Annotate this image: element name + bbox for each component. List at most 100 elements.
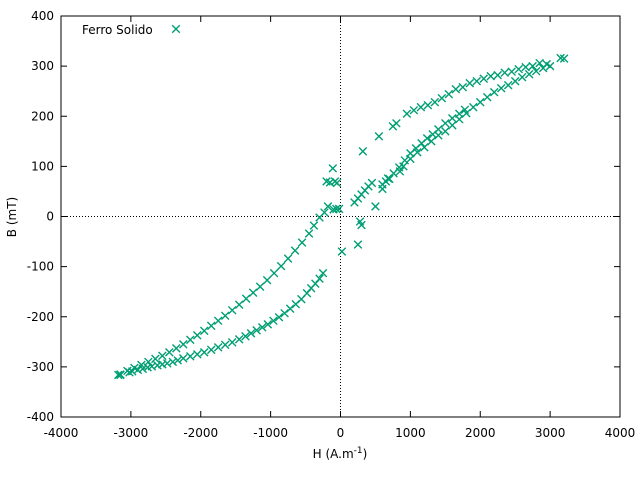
x-tick-label: -1000: [253, 426, 288, 440]
data-point: [192, 331, 202, 340]
data-point: [392, 118, 401, 128]
data-point: [285, 304, 295, 314]
data-point: [332, 178, 342, 188]
data-point: [329, 205, 338, 214]
data-point: [315, 274, 324, 283]
data-point: [199, 348, 209, 357]
data-point: [269, 268, 279, 278]
legend-marker: [171, 24, 181, 34]
data-point: [262, 275, 272, 285]
data-point: [517, 72, 527, 82]
data-point: [507, 67, 516, 76]
y-tick-label: 100: [31, 159, 54, 173]
x-axis-label-closing: ): [363, 447, 368, 461]
data-point: [309, 221, 319, 230]
data-point: [248, 288, 258, 297]
data-point: [420, 143, 429, 152]
data-point: [428, 130, 438, 139]
data-point: [137, 360, 146, 370]
data-point: [192, 350, 202, 359]
data-point: [283, 254, 293, 263]
data-point: [524, 69, 534, 79]
data-point: [468, 102, 478, 112]
y-tick-label: 0: [46, 210, 54, 224]
x-tick-label: 1000: [395, 426, 426, 440]
data-point: [400, 156, 410, 165]
y-tick-label: 300: [31, 59, 54, 73]
data-point: [500, 68, 510, 77]
data-point: [227, 338, 237, 347]
data-point: [320, 208, 329, 217]
data-point: [556, 53, 565, 63]
data-point: [178, 354, 188, 363]
data-point: [545, 61, 555, 71]
data-point: [165, 348, 174, 357]
x-axis-ticks: -4000 -3000 -2000 -1000 0 1000 2000 3000 4000: [44, 16, 636, 440]
data-point: [406, 149, 415, 158]
data-point: [514, 64, 523, 74]
data-point: [451, 84, 461, 94]
data-point: [503, 80, 513, 90]
data-point: [276, 261, 286, 271]
data-point: [269, 316, 278, 326]
y-tick-label: -300: [27, 360, 54, 374]
data-point: [460, 105, 470, 115]
data-point: [199, 326, 209, 336]
data-point: [171, 344, 181, 353]
legend: Ferro Solido: [82, 23, 181, 37]
x-axis-label-superscript: -1: [354, 446, 363, 456]
data-point: [241, 294, 251, 303]
data-point: [374, 132, 384, 141]
data-point: [234, 335, 244, 344]
data-point: [559, 54, 569, 63]
data-point: [227, 305, 237, 315]
data-point: [206, 345, 216, 355]
data-point: [427, 137, 436, 146]
y-tick-label: -200: [27, 310, 54, 324]
data-point: [234, 300, 244, 310]
data-point: [304, 229, 314, 238]
data-point: [416, 102, 426, 112]
x-axis-label: H (A.m-1): [313, 446, 368, 461]
x-tick-label: 3000: [535, 426, 566, 440]
data-point: [116, 370, 125, 379]
data-point: [528, 61, 537, 71]
data-point: [423, 100, 433, 110]
x-tick-label: -4000: [44, 426, 79, 440]
data-point: [496, 83, 506, 93]
data-point: [114, 370, 123, 380]
data-point: [328, 164, 338, 173]
data-point: [486, 71, 496, 81]
data-point: [357, 220, 366, 230]
data-point: [444, 89, 454, 99]
data-point: [437, 93, 447, 103]
data-point: [367, 178, 377, 188]
data-point: [448, 120, 457, 130]
data-point: [454, 109, 464, 119]
data-point: [353, 240, 363, 249]
zero-axes: [61, 16, 620, 417]
data-point: [246, 328, 256, 338]
data-point: [297, 238, 307, 247]
data-point: [409, 105, 419, 115]
data-point: [358, 147, 368, 156]
data-point: [257, 322, 267, 332]
data-point: [168, 357, 178, 367]
data-point: [472, 76, 482, 86]
data-point: [318, 268, 328, 278]
data-point: [185, 352, 195, 361]
data-point: [479, 74, 489, 83]
data-point: [151, 354, 160, 364]
data-point: [475, 97, 485, 107]
x-tick-label: 0: [337, 426, 345, 440]
data-point: [206, 321, 216, 331]
data-point: [130, 363, 139, 373]
data-point: [482, 92, 492, 102]
data-point: [173, 356, 182, 365]
data-point: [441, 126, 450, 136]
data-point: [465, 78, 475, 88]
data-point: [252, 325, 261, 335]
y-axis-ticks: -400 -300 -200 -100 0 100 200 300 400: [27, 9, 620, 424]
x-tick-label: 4000: [605, 426, 636, 440]
data-point: [531, 66, 541, 76]
